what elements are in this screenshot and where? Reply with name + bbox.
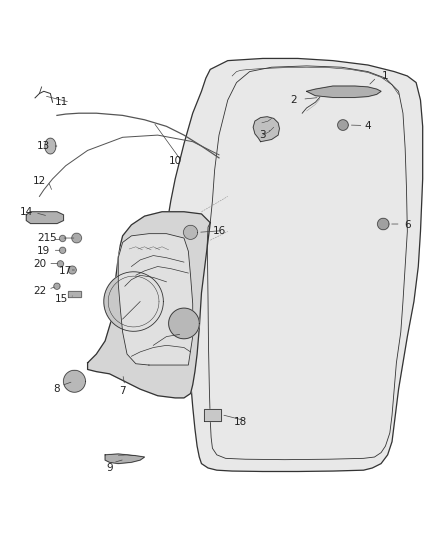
- Polygon shape: [26, 212, 64, 223]
- Text: 22: 22: [33, 286, 46, 296]
- Polygon shape: [45, 138, 56, 154]
- Text: 1: 1: [382, 71, 389, 81]
- Text: 5: 5: [49, 233, 56, 243]
- Polygon shape: [57, 261, 64, 267]
- Polygon shape: [60, 236, 66, 241]
- Text: 19: 19: [37, 246, 50, 256]
- Polygon shape: [169, 308, 199, 339]
- Text: 6: 6: [404, 220, 411, 230]
- Polygon shape: [338, 120, 348, 130]
- Polygon shape: [204, 409, 221, 421]
- Polygon shape: [169, 59, 423, 472]
- Text: 20: 20: [33, 260, 46, 269]
- Text: 7: 7: [119, 386, 126, 397]
- Polygon shape: [88, 212, 210, 398]
- Text: 9: 9: [106, 463, 113, 473]
- Text: 21: 21: [37, 233, 50, 243]
- Polygon shape: [64, 370, 85, 392]
- Polygon shape: [104, 272, 163, 332]
- Polygon shape: [307, 86, 381, 98]
- Polygon shape: [72, 233, 81, 243]
- Polygon shape: [60, 247, 66, 253]
- Polygon shape: [105, 454, 145, 464]
- Text: 8: 8: [53, 384, 60, 394]
- Text: 4: 4: [364, 122, 371, 131]
- Text: 14: 14: [20, 207, 33, 217]
- Polygon shape: [253, 117, 279, 142]
- Polygon shape: [68, 266, 76, 274]
- Text: 2: 2: [290, 95, 297, 105]
- Polygon shape: [68, 291, 81, 297]
- Text: 15: 15: [55, 294, 68, 304]
- Text: 11: 11: [55, 97, 68, 107]
- Text: 16: 16: [212, 227, 226, 237]
- Polygon shape: [54, 283, 60, 289]
- Text: 10: 10: [169, 156, 182, 166]
- Polygon shape: [378, 219, 389, 230]
- Polygon shape: [118, 233, 193, 365]
- Polygon shape: [184, 225, 198, 239]
- Text: 17: 17: [59, 266, 72, 276]
- Text: 12: 12: [33, 176, 46, 186]
- Text: 18: 18: [234, 417, 247, 427]
- Text: 3: 3: [259, 130, 266, 140]
- Text: 13: 13: [37, 141, 50, 151]
